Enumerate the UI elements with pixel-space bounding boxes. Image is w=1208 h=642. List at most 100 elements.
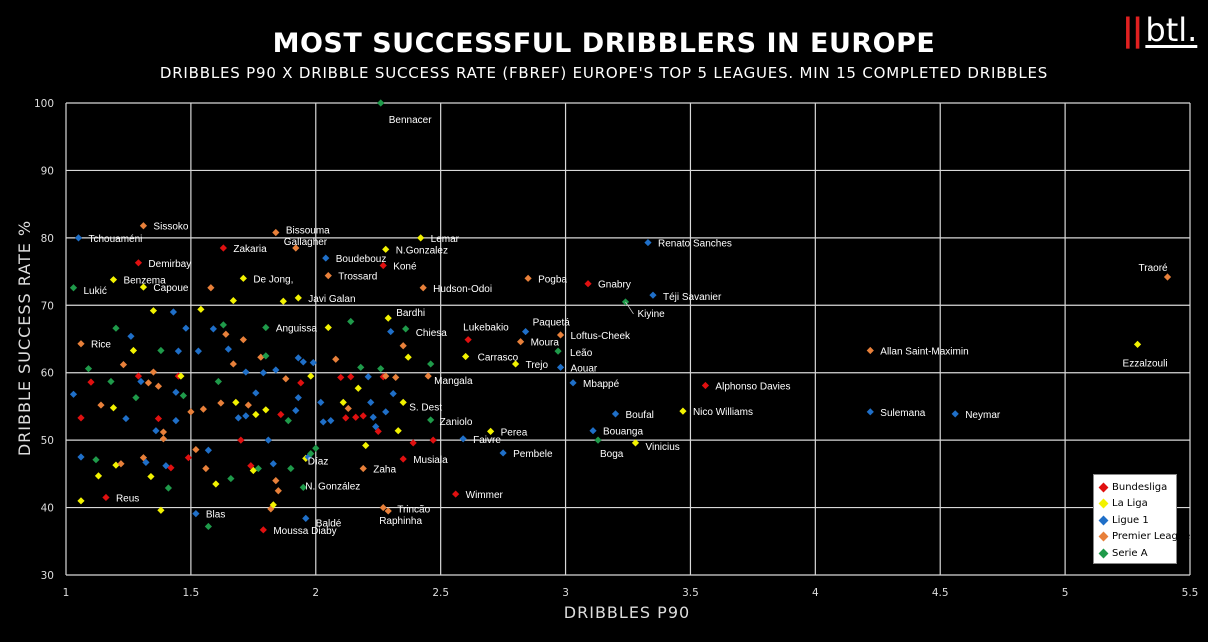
data-point	[399, 342, 407, 350]
data-point	[179, 392, 187, 400]
data-point	[204, 522, 212, 531]
labeled-data-point	[679, 407, 687, 415]
data-point	[247, 462, 255, 470]
data-point	[184, 454, 192, 462]
labeled-data-point	[424, 372, 432, 380]
point-label: Javi Galan	[308, 294, 355, 305]
point-label: Blas	[206, 510, 225, 521]
data-point	[134, 372, 143, 380]
y-tick-label: 30	[41, 570, 54, 582]
data-point	[297, 379, 305, 387]
labeled-data-point	[239, 274, 247, 282]
x-axis-label: DRIBBLES P90	[564, 603, 690, 622]
point-label: Téji Savanier	[663, 292, 722, 303]
chart-legend: Bundesliga La Liga Ligue 1 Premier League Se…	[1093, 474, 1190, 564]
data-point	[77, 497, 85, 505]
labeled-data-point	[69, 284, 78, 292]
point-label: Neymar	[965, 410, 1001, 421]
labeled-data-point	[556, 331, 565, 339]
data-point	[224, 345, 232, 353]
point-label: Tchouaméni	[88, 234, 142, 245]
data-point	[344, 404, 352, 413]
data-point	[269, 501, 277, 509]
data-point	[387, 327, 395, 336]
labeled-data-point	[554, 347, 562, 355]
labeled-data-point	[499, 449, 507, 457]
data-point	[262, 406, 270, 414]
data-point	[94, 472, 103, 480]
point-label: Wimmer	[466, 490, 504, 501]
data-point	[69, 390, 78, 398]
data-point	[307, 372, 315, 380]
x-tick-label: 2.5	[432, 587, 449, 599]
x-tick-label: 3.5	[682, 587, 699, 599]
data-point	[342, 414, 350, 422]
data-point	[237, 436, 245, 444]
x-tick-label: 2	[312, 587, 319, 599]
labeled-data-point	[377, 99, 385, 107]
labeled-data-point	[521, 327, 530, 336]
data-point	[77, 453, 85, 461]
point-label: Rice	[91, 340, 111, 351]
data-point	[264, 436, 272, 444]
labeled-data-point	[631, 439, 640, 447]
data-point	[112, 461, 120, 469]
data-point	[159, 435, 168, 443]
data-point	[319, 418, 327, 426]
point-label: Bissouma	[286, 225, 330, 236]
labeled-data-point	[324, 272, 332, 280]
labeled-data-point	[516, 338, 525, 346]
data-point	[207, 284, 215, 292]
point-label: Aouar	[571, 363, 598, 374]
labeled-data-point	[109, 276, 118, 284]
point-labels: Bennacer Tchouaméni Sissoko Bissouma Lemar Za…	[83, 115, 1168, 537]
x-tick-label: 5.5	[1182, 587, 1199, 599]
data-point	[272, 477, 280, 485]
labeled-data-point	[382, 245, 390, 253]
data-point	[172, 388, 180, 396]
point-label: Zaha	[373, 464, 396, 475]
data-point	[274, 487, 282, 495]
labeled-data-point	[951, 410, 959, 418]
legend-label: Bundesliga	[1112, 481, 1168, 493]
data-point	[294, 354, 302, 362]
data-point	[132, 394, 140, 402]
data-point	[144, 379, 153, 387]
data-point	[202, 464, 210, 473]
data-point	[84, 365, 93, 373]
data-point	[234, 414, 242, 422]
labeled-data-point	[427, 416, 435, 424]
data-point	[142, 458, 150, 466]
data-point	[347, 373, 355, 381]
point-label: Carrasco	[478, 353, 519, 364]
data-point	[222, 330, 230, 338]
point-label: Koné	[393, 262, 417, 273]
labeled-data-point	[272, 228, 280, 237]
labeled-data-point	[584, 280, 592, 288]
legend-label: Premier League	[1112, 531, 1191, 543]
point-label: Bouanga	[603, 427, 643, 438]
chart-title: MOST SUCCESSFUL DRIBBLERS IN EUROPE	[272, 28, 936, 59]
data-point	[164, 484, 173, 492]
data-point	[239, 336, 247, 344]
data-point	[197, 305, 205, 313]
data-point	[252, 389, 260, 397]
point-label: Lemar	[431, 234, 460, 245]
labeled-data-point	[866, 408, 874, 416]
data-point	[354, 384, 362, 392]
data-point	[149, 307, 158, 315]
logo-text: btl.	[1145, 11, 1198, 49]
point-label: Trejo	[526, 360, 549, 371]
x-tick-label: 4	[812, 587, 819, 599]
point-label: Moussa Diaby	[273, 526, 336, 537]
logo-bars: ||	[1122, 11, 1143, 49]
data-point	[327, 416, 335, 425]
point-label: Pogba	[538, 274, 567, 285]
data-point	[152, 427, 160, 435]
data-point	[129, 346, 138, 355]
point-label: Kiyine	[638, 309, 666, 320]
data-point	[292, 406, 300, 415]
y-tick-label: 40	[41, 503, 54, 515]
labeled-data-point	[139, 222, 148, 230]
labeled-data-point	[556, 363, 565, 371]
